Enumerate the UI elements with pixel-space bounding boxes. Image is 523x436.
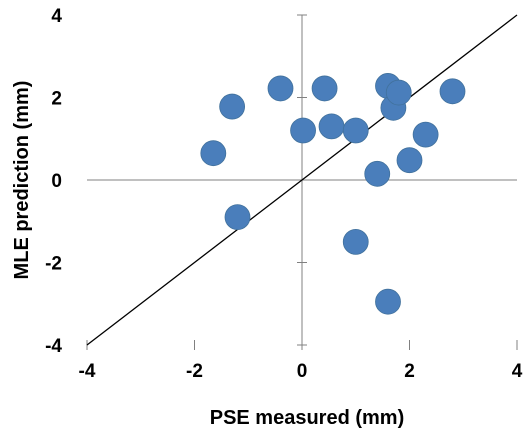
data-point: [342, 117, 369, 144]
x-axis-label: PSE measured (mm): [210, 407, 405, 429]
x-tick-label: -4: [79, 361, 96, 382]
y-tick-label: 2: [51, 89, 62, 110]
data-points: [200, 73, 466, 315]
data-point: [311, 75, 338, 102]
data-point: [385, 79, 412, 106]
y-tick-label: -2: [45, 254, 62, 275]
data-point: [219, 93, 246, 120]
x-tick-label: 0: [297, 361, 308, 382]
data-point: [200, 140, 227, 167]
x-tick-label: 4: [512, 361, 523, 382]
data-point: [375, 288, 401, 315]
reference-line-layer: [86, 14, 518, 346]
data-point: [290, 117, 316, 144]
data-point: [439, 78, 466, 105]
x-tick-label: 2: [404, 361, 415, 382]
reference-line: [86, 14, 518, 346]
data-point: [318, 113, 345, 140]
tick-labels: -4 -2 0 2 4 -4 -2 0 2 4: [45, 6, 523, 382]
y-axis-label: MLE prediction (mm): [11, 81, 33, 280]
data-point: [364, 160, 391, 187]
y-tick-label: 0: [51, 171, 62, 192]
data-point: [342, 228, 369, 255]
data-point: [267, 75, 294, 102]
y-tick-label: -4: [45, 336, 62, 357]
data-point: [224, 204, 251, 231]
data-point: [412, 121, 439, 148]
data-point: [396, 147, 423, 174]
y-tick-label: 4: [51, 6, 62, 27]
x-tick-label: -2: [186, 361, 203, 382]
